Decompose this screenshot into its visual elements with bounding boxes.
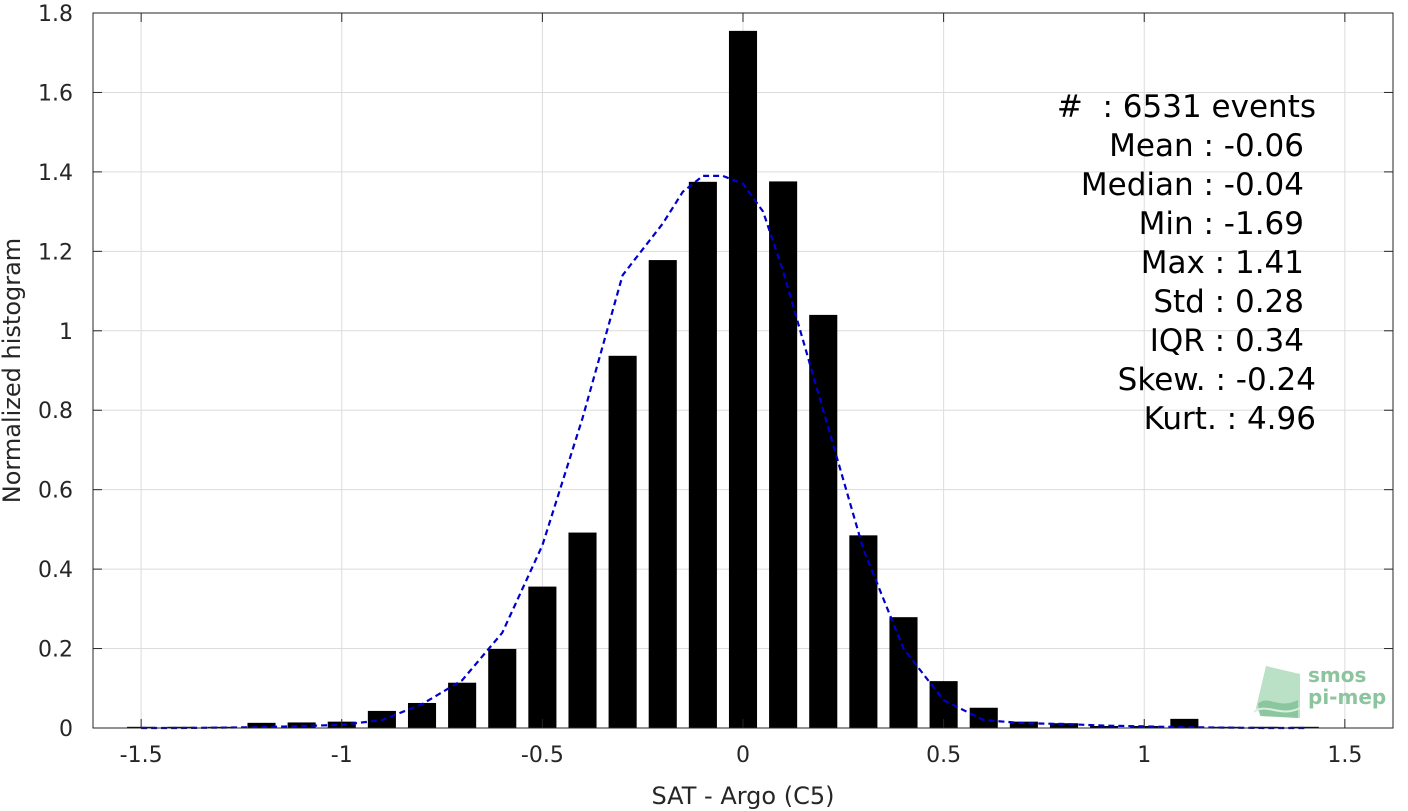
- y-tick-label: 0.2: [38, 638, 73, 663]
- stat-skew: Skew. : -0.24: [1117, 362, 1316, 398]
- histogram-bar: [407, 702, 437, 728]
- smos-pimep-logo: smos pi-mep: [1252, 664, 1392, 720]
- histogram-bar: [247, 722, 276, 728]
- y-tick-label: 0: [59, 717, 73, 742]
- histogram-bar: [1049, 723, 1079, 728]
- stat-min: Min : -1.69: [1138, 206, 1304, 242]
- y-axis-ticks: 0 0.2 0.4 0.6 0.8 1 1.2 1.4 1.6 1.8: [38, 2, 1393, 742]
- y-tick-label: 1.2: [38, 240, 73, 265]
- x-tick-label: -0.5: [521, 743, 564, 768]
- normal-fit-curve: [141, 174, 1305, 730]
- stat-max: Max : 1.41: [1140, 245, 1304, 281]
- histogram-bar: [608, 355, 637, 728]
- histogram-bar: [1170, 718, 1199, 728]
- histogram-bar: [528, 586, 557, 728]
- histogram-bar: [488, 648, 517, 728]
- x-tick-label: -1: [331, 743, 353, 768]
- y-tick-label: 0.6: [38, 479, 73, 504]
- x-tick-label: -1.5: [120, 743, 163, 768]
- histogram-bar: [849, 535, 878, 728]
- y-tick-label: 1.8: [38, 2, 73, 27]
- stat-events: # : 6531 events: [1056, 89, 1316, 125]
- histogram-bar: [568, 532, 597, 728]
- y-tick-label: 1.4: [38, 161, 73, 186]
- stat-kurt: Kurt. : 4.96: [1143, 401, 1316, 437]
- stat-std: Std : 0.28: [1153, 284, 1304, 320]
- histogram-bar: [1210, 726, 1239, 728]
- histogram-bar: [1250, 726, 1279, 728]
- histogram-bar: [1290, 726, 1319, 728]
- x-tick-label: 0: [736, 743, 750, 768]
- histogram-bar: [1009, 721, 1038, 728]
- y-axis-label: Normalized histogram: [0, 238, 26, 503]
- histogram-bar: [889, 617, 918, 728]
- y-tick-label: 1.6: [38, 81, 73, 106]
- stat-iqr: IQR : 0.34: [1149, 323, 1304, 359]
- histogram-bars: [127, 30, 1319, 728]
- histogram-bar: [769, 181, 798, 728]
- x-tick-label: 0.5: [926, 743, 961, 768]
- histogram-bar: [728, 30, 758, 728]
- stat-mean: Mean : -0.06: [1109, 128, 1304, 164]
- x-tick-label: 1.5: [1327, 743, 1362, 768]
- histogram-bar: [809, 314, 838, 728]
- y-tick-label: 0.4: [38, 558, 73, 583]
- x-tick-label: 1: [1137, 743, 1151, 768]
- histogram-bar: [1090, 726, 1119, 728]
- logo-icon: [1253, 666, 1301, 718]
- y-tick-label: 1: [59, 320, 73, 345]
- histogram-bar: [688, 181, 717, 728]
- y-tick-label: 0.8: [38, 399, 73, 424]
- x-axis-label: SAT - Argo (C5): [652, 782, 835, 810]
- histogram-bar: [969, 707, 998, 728]
- logo-text-smos: smos: [1308, 663, 1367, 687]
- stat-median: Median : -0.04: [1080, 167, 1304, 203]
- logo-text-pimep: pi-mep: [1308, 685, 1387, 709]
- x-axis-ticks: -1.5 -1 -0.5 0 0.5 1 1.5: [120, 13, 1362, 768]
- histogram-bar: [648, 260, 677, 728]
- histogram-bar: [448, 682, 477, 728]
- statistics-annotation: # : 6531 events Mean : -0.06 Median : -0…: [1057, 88, 1316, 439]
